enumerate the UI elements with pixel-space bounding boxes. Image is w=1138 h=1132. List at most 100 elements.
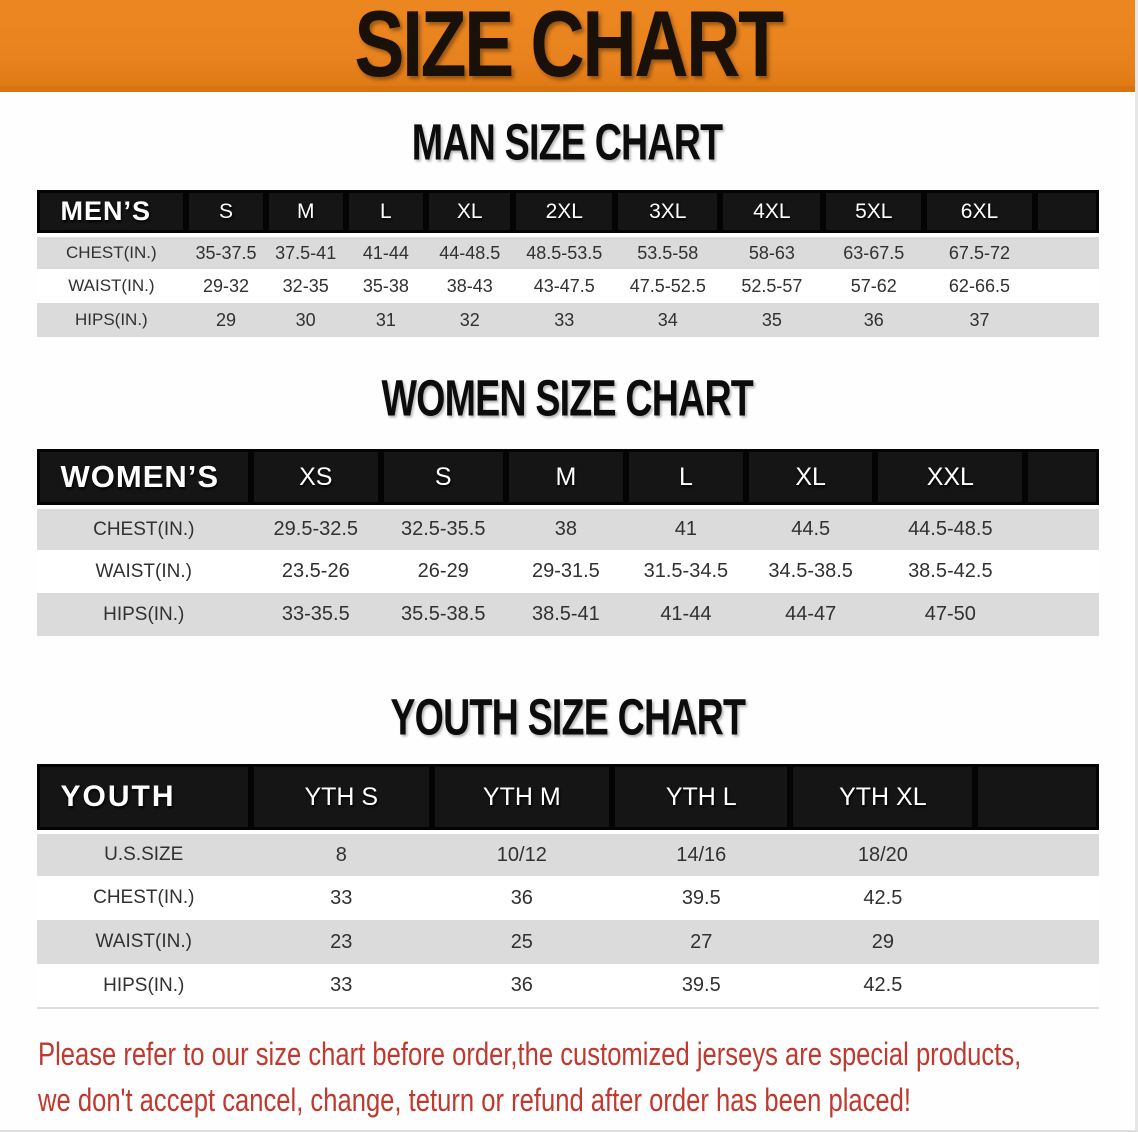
men-section-heading-text: MAN SIZE CHART bbox=[412, 112, 723, 171]
table-cell: 47.5-52.5 bbox=[615, 269, 721, 303]
men-size-header-3xl: 3XL bbox=[615, 190, 721, 237]
table-cell: 37.5-41 bbox=[265, 235, 346, 269]
youth-size-table: YOUTH YTH S YTH M YTH L YTH XL U.S.SIZE … bbox=[36, 764, 1099, 1009]
men-size-header-s: S bbox=[186, 190, 266, 237]
table-cell: 10/12 bbox=[431, 832, 613, 876]
women-waist-row: WAIST(IN.) 23.5-26 26-29 29-31.5 31.5-34… bbox=[36, 550, 1099, 593]
table-cell: 57-62 bbox=[823, 269, 925, 303]
men-table-label: MEN’S bbox=[36, 190, 187, 237]
table-cell: 29 bbox=[186, 303, 266, 337]
row-label: HIPS(IN.) bbox=[36, 964, 252, 1008]
youth-section-heading: YOUTH SIZE CHART bbox=[0, 687, 1135, 746]
table-cell: 23 bbox=[251, 920, 432, 964]
women-size-table: WOMEN’S XS S M L XL XXL CHEST(IN.) 29.5-… bbox=[36, 449, 1099, 636]
row-label: HIPS(IN.) bbox=[36, 303, 187, 337]
table-cell: 34.5-38.5 bbox=[745, 550, 876, 593]
spacer-cell bbox=[1034, 235, 1099, 269]
table-cell: 30 bbox=[265, 303, 346, 337]
men-chest-row: CHEST(IN.) 35-37.5 37.5-41 41-44 44-48.5… bbox=[36, 235, 1099, 269]
table-cell: 25 bbox=[431, 920, 613, 964]
row-label: CHEST(IN.) bbox=[36, 507, 252, 550]
youth-waist-row: WAIST(IN.) 23 25 27 29 bbox=[36, 920, 1099, 964]
spacer-cell bbox=[1025, 507, 1099, 550]
youth-ussize-row: U.S.SIZE 8 10/12 14/16 18/20 bbox=[36, 832, 1099, 876]
row-label: WAIST(IN.) bbox=[36, 550, 252, 593]
table-cell: 29 bbox=[790, 920, 976, 964]
youth-table-header-row: YOUTH YTH S YTH M YTH L YTH XL bbox=[36, 764, 1099, 834]
men-table-header-row: MEN’S S M L XL 2XL 3XL 4XL 5XL 6XL bbox=[36, 190, 1099, 237]
women-size-header-s: S bbox=[380, 449, 506, 509]
table-cell: 36 bbox=[431, 876, 613, 920]
table-cell: 39.5 bbox=[612, 964, 791, 1008]
table-cell: 36 bbox=[823, 303, 925, 337]
men-waist-row: WAIST(IN.) 29-32 32-35 35-38 38-43 43-47… bbox=[36, 269, 1099, 303]
men-header-spacer bbox=[1034, 190, 1099, 237]
table-cell: 44.5 bbox=[745, 507, 876, 550]
table-cell: 35-38 bbox=[345, 269, 427, 303]
table-cell: 31.5-34.5 bbox=[625, 550, 746, 593]
row-label: CHEST(IN.) bbox=[36, 235, 187, 269]
women-size-header-xxl: XXL bbox=[875, 449, 1026, 509]
table-cell: 47-50 bbox=[875, 593, 1026, 636]
women-size-header-l: L bbox=[625, 449, 746, 509]
men-size-header-6xl: 6XL bbox=[924, 190, 1035, 237]
table-cell: 32 bbox=[426, 303, 514, 337]
table-cell: 62-66.5 bbox=[924, 269, 1035, 303]
table-cell: 39.5 bbox=[612, 876, 791, 920]
table-cell: 36 bbox=[431, 964, 613, 1008]
women-table-label: WOMEN’S bbox=[36, 449, 252, 509]
table-cell: 44-47 bbox=[745, 593, 876, 636]
row-label: HIPS(IN.) bbox=[36, 593, 252, 636]
youth-table-label: YOUTH bbox=[36, 764, 252, 834]
table-cell: 38 bbox=[505, 507, 626, 550]
youth-chest-row: CHEST(IN.) 33 36 39.5 42.5 bbox=[36, 876, 1099, 920]
table-cell: 44.5-48.5 bbox=[875, 507, 1026, 550]
youth-header-spacer bbox=[975, 764, 1099, 834]
spacer-cell bbox=[975, 832, 1099, 876]
table-cell: 31 bbox=[345, 303, 427, 337]
table-cell: 48.5-53.5 bbox=[513, 235, 616, 269]
women-table-header-row: WOMEN’S XS S M L XL XXL bbox=[36, 449, 1099, 509]
table-cell: 14/16 bbox=[612, 832, 791, 876]
spacer-cell bbox=[1025, 593, 1099, 636]
youth-size-header-s: YTH S bbox=[251, 764, 432, 834]
table-cell: 43-47.5 bbox=[513, 269, 616, 303]
table-cell: 23.5-26 bbox=[251, 550, 381, 593]
men-size-header-l: L bbox=[345, 190, 427, 237]
table-cell: 63-67.5 bbox=[823, 235, 925, 269]
table-cell: 34 bbox=[615, 303, 721, 337]
table-cell: 42.5 bbox=[790, 876, 976, 920]
women-section-heading: WOMEN SIZE CHART bbox=[0, 370, 1135, 424]
youth-hips-row: HIPS(IN.) 33 36 39.5 42.5 bbox=[36, 964, 1099, 1008]
row-label: CHEST(IN.) bbox=[36, 876, 252, 920]
page-title: SIZE CHART bbox=[353, 0, 784, 92]
spacer-cell bbox=[975, 920, 1099, 964]
youth-section-heading-text: YOUTH SIZE CHART bbox=[390, 687, 746, 746]
table-cell: 33-35.5 bbox=[251, 593, 381, 636]
table-cell: 42.5 bbox=[790, 964, 976, 1008]
banner: SIZE CHART bbox=[0, 0, 1135, 92]
table-cell: 38.5-42.5 bbox=[875, 550, 1026, 593]
women-header-spacer bbox=[1025, 449, 1099, 509]
table-cell: 53.5-58 bbox=[615, 235, 721, 269]
men-size-header-m: M bbox=[265, 190, 346, 237]
men-size-header-2xl: 2XL bbox=[513, 190, 616, 237]
spacer-cell bbox=[1034, 269, 1099, 303]
table-cell: 29-31.5 bbox=[505, 550, 626, 593]
disclaimer: Please refer to our size chart before or… bbox=[38, 1031, 1135, 1123]
table-cell: 67.5-72 bbox=[924, 235, 1035, 269]
row-label: WAIST(IN.) bbox=[36, 269, 187, 303]
men-size-header-4xl: 4XL bbox=[720, 190, 824, 237]
women-size-header-m: M bbox=[505, 449, 626, 509]
table-cell: 38-43 bbox=[426, 269, 514, 303]
row-label: WAIST(IN.) bbox=[36, 920, 252, 964]
women-hips-row: HIPS(IN.) 33-35.5 35.5-38.5 38.5-41 41-4… bbox=[36, 593, 1099, 636]
table-cell: 33 bbox=[251, 964, 432, 1008]
disclaimer-line-1: Please refer to our size chart before or… bbox=[38, 1036, 1022, 1072]
table-cell: 52.5-57 bbox=[720, 269, 824, 303]
men-size-table: MEN’S S M L XL 2XL 3XL 4XL 5XL 6XL CHEST… bbox=[36, 190, 1099, 337]
spacer-cell bbox=[975, 876, 1099, 920]
table-cell: 37 bbox=[924, 303, 1035, 337]
table-cell: 41 bbox=[625, 507, 746, 550]
table-cell: 41-44 bbox=[625, 593, 746, 636]
